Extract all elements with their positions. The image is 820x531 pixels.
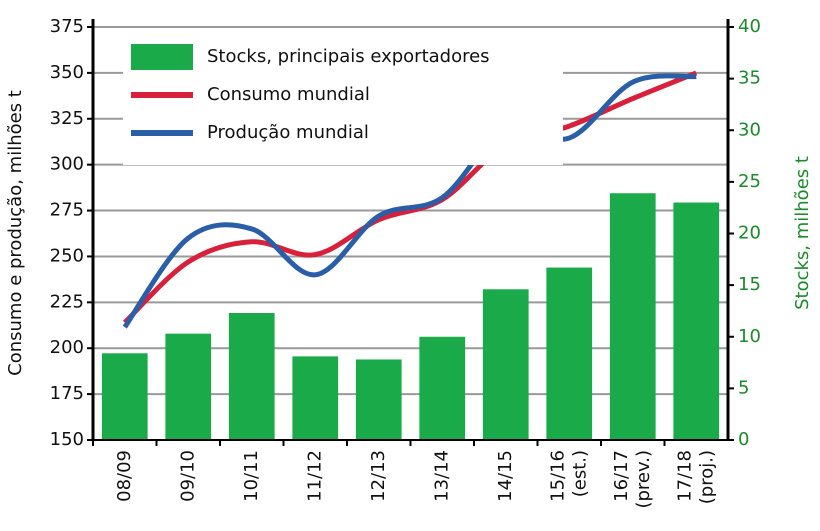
- legend-label: Stocks, principais exportadores: [207, 46, 490, 67]
- legend-swatch: [131, 44, 193, 70]
- bar: [165, 333, 212, 440]
- bar: [609, 193, 656, 440]
- line: [122, 73, 697, 329]
- bar: [419, 336, 466, 440]
- y-axis-label: Consumo e produção, milhões t: [5, 90, 26, 376]
- y2-axis-label: Stocks, milhões t: [792, 156, 813, 310]
- y2-tick-label: 40: [738, 16, 761, 37]
- y-tick-label: 200: [50, 337, 84, 358]
- y-tick-label: 350: [50, 62, 84, 83]
- x-tick-label: 09/10: [177, 450, 198, 502]
- x-tick-label: 12/13: [368, 450, 389, 502]
- y2-tick-label: 25: [738, 171, 761, 192]
- x-tick-label: 08/09: [114, 450, 135, 502]
- bar: [546, 267, 593, 440]
- bar: [482, 289, 529, 440]
- legend-label: Produção mundial: [207, 122, 369, 143]
- y-tick-label: 325: [50, 108, 84, 129]
- legend-box: [123, 35, 563, 165]
- bar: [355, 359, 402, 440]
- y-tick-label: 275: [50, 200, 84, 221]
- x-tick-label: 16/17(prev.): [611, 450, 654, 509]
- y-tick-label: 250: [50, 245, 84, 266]
- y2-tick-label: 30: [738, 119, 761, 140]
- x-tick-label: 14/15: [495, 450, 516, 502]
- x-tick-label: 13/14: [431, 450, 452, 502]
- y-tick-label: 300: [50, 154, 84, 175]
- x-tick-label: 10/11: [241, 450, 262, 502]
- bar: [673, 202, 720, 440]
- y2-tick-label: 15: [738, 274, 761, 295]
- bar: [292, 356, 339, 440]
- bar: [228, 313, 275, 440]
- y2-tick-label: 20: [738, 223, 761, 244]
- x-tick-label: 15/16(est.): [547, 450, 590, 502]
- y2-tick-label: 5: [738, 377, 749, 398]
- x-tick-label: 17/18(proj.): [674, 450, 717, 504]
- y2-tick-label: 0: [738, 429, 749, 450]
- y2-tick-label: 35: [738, 68, 761, 89]
- y-tick-label: 225: [50, 291, 84, 312]
- x-tick-label: 11/12: [304, 450, 325, 502]
- legend-label: Consumo mundial: [207, 84, 370, 105]
- bar: [101, 353, 148, 440]
- y-tick-label: 150: [50, 429, 84, 450]
- y2-tick-label: 10: [738, 326, 761, 347]
- y-tick-label: 375: [50, 16, 84, 37]
- y-tick-label: 175: [50, 383, 84, 404]
